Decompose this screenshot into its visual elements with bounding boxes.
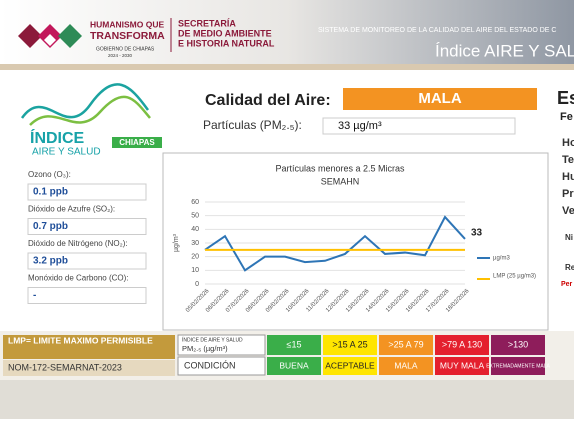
particles-value: 33 µg/m³ [338,120,382,132]
pollutant-label: Dióxido de Azufre (SO₂): [28,205,115,214]
right-alert: Per [561,281,573,288]
pollutant-box [27,287,147,304]
government: GOBIERNO DE CHIAPAS [96,46,155,52]
pollutant-label: Ozono (O₃): [28,170,71,179]
region: CHIAPAS [119,138,155,147]
period: 2024 - 2030 [108,53,133,58]
right-item: Ve [562,205,574,217]
pollutant-value: - [33,290,36,301]
slogan: HUMANISMO QUE [90,19,164,29]
condition: BUENA [279,360,309,370]
norm-box [3,360,175,376]
particles-label: Partículas (PM₂.₅): [203,118,302,132]
right-item: Ni [565,233,573,242]
pollutant-box [27,252,147,270]
y-axis-label: µg/m³ [173,233,180,252]
logo-subtitle: AIRE Y SALUD [32,147,101,158]
secretariat: DE MEDIO AMBIENTE [178,28,272,38]
pollutant-value: 0.7 ppb [33,221,68,232]
condition: MUY MALA [440,360,485,370]
right-item: Pr [562,188,574,200]
lmp-box [3,335,175,359]
legend-label: µg/m3 [493,256,510,262]
pollutant-value: 3.2 ppb [33,256,68,267]
range-cell [323,335,377,355]
range-cell [267,335,321,355]
range: ≤15 [287,339,302,349]
condition-header: CONDICIÓN [184,360,236,370]
series-line [204,215,466,272]
condition-cell [323,357,377,375]
status-box [343,88,537,110]
pollutant-value: 0.1 ppb [33,187,68,198]
logo-title: ÍNDICE [30,128,85,147]
range-cell [435,335,489,355]
condition-cell [435,357,489,375]
right-heading: Es [557,88,574,108]
header-bg [0,0,574,64]
right-item: Ho [562,137,574,149]
secretariat: SECRETARÍA [178,18,236,28]
pollutant-label: Monóxido de Carbono (CO): [28,274,129,283]
secretariat: E HISTORIA NATURAL [178,38,275,48]
slogan: TRANSFORMA [90,30,165,42]
y-tick-label: 0 [195,281,199,288]
y-tick-label: 40 [191,226,199,233]
index-header-cell [177,334,266,356]
condition: EXTREMADAMENTE MALA [486,363,550,369]
region-badge [112,137,162,148]
header-stripe [0,64,574,70]
range-cell [379,335,433,355]
data-label: 33 [471,228,483,239]
condition-cell [267,357,321,375]
y-tick-label: 30 [191,240,199,247]
condition-cell [379,357,433,375]
banner: Índice AIRE Y SAL [435,41,574,60]
footer [0,380,574,419]
range: >15 A 25 [332,339,367,349]
right-item: Te [562,154,574,166]
quality-label: Calidad del Aire: [205,92,331,109]
gov-logo [18,24,82,48]
legend-label: LMP (25 µg/m3) [493,274,536,280]
index-header: ÍNDICE DE AIRE Y SALUD [182,336,243,343]
norm: NOM-172-SEMARNAT-2023 [8,362,122,372]
right-panel: EsFeHoTeHuPrVeNiRePerMe [557,88,574,339]
lmp-title: LMP= LIMITE MAXIMO PERMISIBLE [8,335,153,345]
range: >130 [508,339,528,349]
right-item: Hu [562,171,574,183]
y-tick-label: 60 [191,199,199,206]
system-title: SISTEMA DE MONITOREO DE LA CALIDAD DEL A… [318,27,556,34]
range: >25 A 79 [388,339,423,349]
range: >79 A 130 [442,339,482,349]
condition: MALA [394,360,417,370]
pollutant-label: Dióxido de Nitrógeno (NO₂): [28,239,128,248]
pollutant-box [27,183,147,201]
range-cell [491,335,545,355]
chart-title: Partículas menores a 2.5 Micras [275,163,405,173]
index-logo [20,83,151,126]
right-item: Re [565,263,574,272]
y-tick-label: 50 [191,213,199,220]
condition-header-cell [177,356,266,376]
y-tick-label: 10 [191,267,199,274]
index-unit: PM₂.₅ (µg/m³) [182,344,228,353]
chart-subtitle: SEMAHN [321,176,360,186]
y-tick-label: 20 [191,254,199,261]
particles-box [322,117,516,135]
pollutant-box [27,218,147,235]
status: MALA [418,90,461,107]
condition-cell [491,357,545,375]
right-sub: Fe [560,111,573,123]
condition: ACEPTABLE [325,360,375,370]
